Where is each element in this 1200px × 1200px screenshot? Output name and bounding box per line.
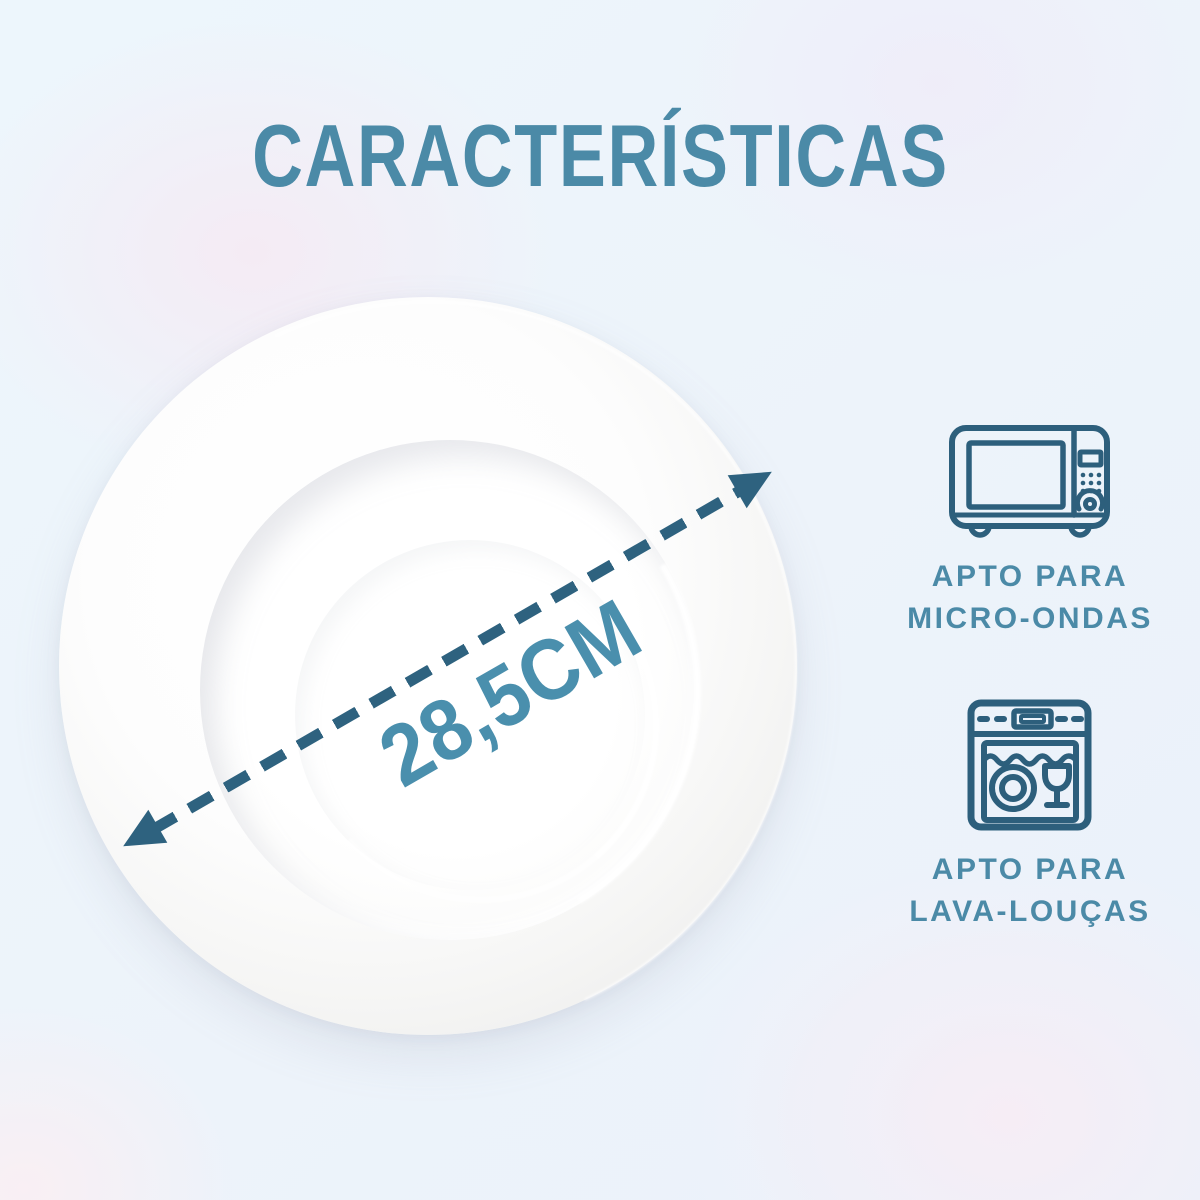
feature-microwave-line2: MICRO-ONDAS [907, 602, 1153, 635]
feature-dishwasher-line2: LAVA-LOUÇAS [909, 895, 1151, 928]
feature-microwave [880, 422, 1180, 549]
page-title-text: CARACTERÍSTICAS [251, 106, 949, 205]
microwave-icon [945, 422, 1115, 549]
dishwasher-icon [966, 698, 1094, 837]
feature-dishwasher [880, 698, 1180, 837]
feature-microwave-label: APTO PARA MICRO-ONDAS [880, 556, 1180, 640]
feature-microwave-line1: APTO PARA [931, 560, 1129, 593]
feature-dishwasher-line1: APTO PARA [931, 853, 1129, 886]
feature-dishwasher-label: APTO PARA LAVA-LOUÇAS [880, 849, 1180, 933]
plate-photo [0, 197, 901, 1139]
page-title: CARACTERÍSTICAS [0, 112, 1200, 200]
